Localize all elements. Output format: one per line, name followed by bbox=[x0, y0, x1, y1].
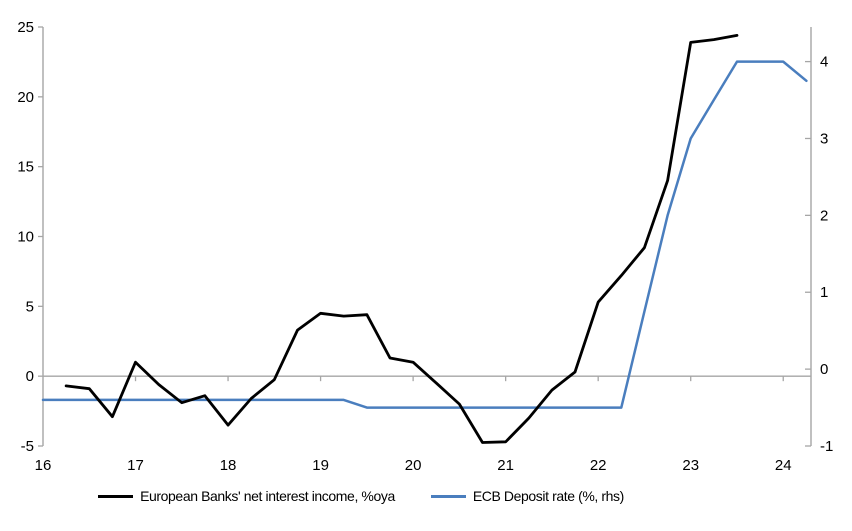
blue-line-swatch bbox=[430, 494, 466, 498]
left-axis-label: 20 bbox=[17, 89, 34, 106]
legend-item-net-interest-income: European Banks' net interest income, %oy… bbox=[98, 488, 395, 504]
legend-label-net-interest-income: European Banks' net interest income, %oy… bbox=[140, 488, 395, 504]
series-line-1 bbox=[41, 60, 808, 409]
left-axis-label: 10 bbox=[17, 229, 34, 246]
right-axis-label: 4 bbox=[820, 54, 828, 71]
right-axis-label: 1 bbox=[820, 284, 828, 301]
x-axis-label: 18 bbox=[220, 457, 237, 474]
x-axis-label: 16 bbox=[35, 457, 52, 474]
legend-label-ecb-deposit-rate: ECB Deposit rate (%, rhs) bbox=[472, 488, 624, 504]
left-axis-label: 5 bbox=[26, 298, 34, 315]
right-axis-label: -1 bbox=[820, 438, 833, 455]
x-axis-label: 20 bbox=[405, 457, 422, 474]
black-line-swatch bbox=[98, 494, 134, 498]
series-line-0 bbox=[64, 34, 739, 444]
x-axis-label: 22 bbox=[590, 457, 607, 474]
x-axis-label: 17 bbox=[127, 457, 144, 474]
right-axis-label: 3 bbox=[820, 130, 828, 147]
left-axis-label: 0 bbox=[26, 368, 34, 385]
legend-item-ecb-deposit-rate: ECB Deposit rate (%, rhs) bbox=[430, 488, 624, 504]
x-axis-label: 21 bbox=[497, 457, 514, 474]
right-axis-label: 0 bbox=[820, 361, 828, 378]
right-axis-label: 2 bbox=[820, 207, 828, 224]
left-axis-label: -5 bbox=[21, 438, 34, 455]
left-axis-label: 25 bbox=[17, 19, 34, 36]
chart-legend: European Banks' net interest income, %oy… bbox=[0, 488, 852, 504]
left-axis-label: 15 bbox=[17, 159, 34, 176]
x-axis-label: 24 bbox=[775, 457, 792, 474]
x-axis-label: 19 bbox=[312, 457, 329, 474]
x-axis-label: 23 bbox=[682, 457, 699, 474]
